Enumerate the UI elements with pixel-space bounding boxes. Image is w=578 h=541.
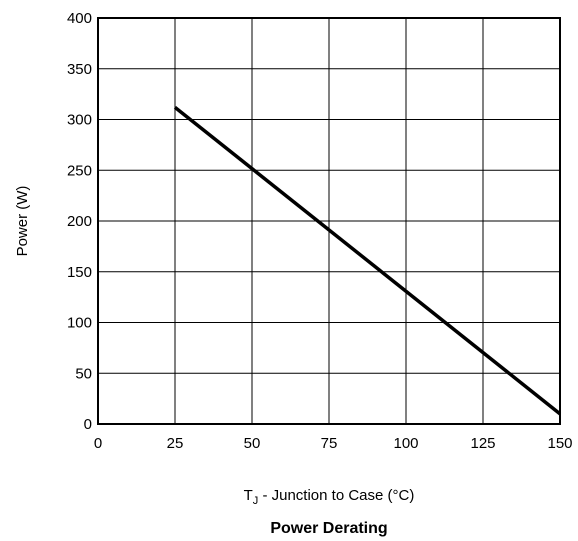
y-tick-label: 200 — [67, 213, 92, 230]
y-axis-label: Power (W) — [14, 186, 31, 257]
y-tick-label: 50 — [75, 365, 92, 382]
x-tick-label: 75 — [321, 435, 338, 452]
series-group — [173, 105, 562, 416]
y-tick-label: 250 — [67, 162, 92, 179]
y-tick-label: 0 — [84, 416, 92, 433]
y-tick-labels: 0 50 100 150 200 250 300 350 400 — [67, 10, 92, 433]
y-tick-label: 100 — [67, 315, 92, 332]
x-axis-label-subscript: J — [253, 495, 259, 507]
grid-lines — [97, 17, 561, 425]
x-axis-label-main: T — [244, 487, 253, 504]
x-tick-label: 25 — [167, 435, 184, 452]
plot-frame — [97, 17, 561, 425]
x-tick-label: 50 — [244, 435, 261, 452]
chart-title: Power Derating — [270, 520, 387, 537]
y-tick-label: 300 — [67, 112, 92, 129]
x-tick-label: 0 — [94, 435, 102, 452]
x-tick-label: 100 — [393, 435, 418, 452]
series-line — [173, 105, 562, 416]
x-axis-label: TJ - Junction to Case (°C) — [244, 487, 415, 507]
x-axis-label-rest: - Junction to Case (°C) — [258, 487, 414, 504]
x-tick-label: 150 — [547, 435, 572, 452]
x-tick-labels: 0 25 50 75 100 125 150 — [94, 435, 573, 452]
x-tick-label: 125 — [470, 435, 495, 452]
y-tick-label: 400 — [67, 10, 92, 27]
y-tick-label: 350 — [67, 61, 92, 78]
y-tick-label: 150 — [67, 264, 92, 281]
